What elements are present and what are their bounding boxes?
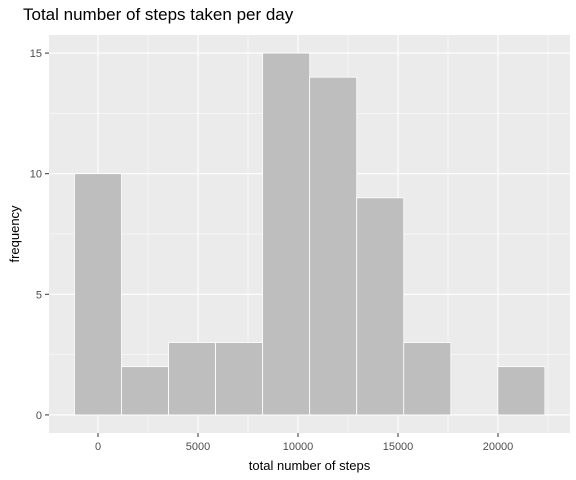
y-tick-label: 0	[36, 410, 42, 422]
histogram-bar	[74, 173, 122, 416]
x-tick-label: 15000	[383, 441, 414, 453]
histogram-bar	[121, 366, 169, 416]
y-tick-label: 5	[36, 289, 42, 301]
histogram-bar	[168, 342, 216, 416]
x-axis: 0 5000 10000 15000 20000	[95, 433, 513, 453]
chart-title: Total number of steps taken per day	[23, 5, 294, 24]
y-tick-label: 10	[30, 169, 42, 181]
y-axis-title: frequency	[7, 205, 22, 263]
x-axis-title: total number of steps	[249, 458, 371, 473]
y-axis: 0 5 10 15	[30, 48, 49, 422]
histogram-bar	[309, 76, 358, 416]
y-tick-label: 15	[30, 48, 42, 60]
x-tick-label: 10000	[283, 441, 314, 453]
histogram-bar	[403, 342, 452, 416]
histogram-bar	[215, 342, 264, 416]
histogram-bars	[74, 52, 546, 416]
x-tick-label: 20000	[483, 441, 514, 453]
histogram-bar	[497, 366, 546, 416]
histogram-bar	[262, 52, 311, 416]
histogram-bar	[356, 197, 405, 416]
x-tick-label: 5000	[186, 441, 210, 453]
x-tick-label: 0	[95, 441, 101, 453]
